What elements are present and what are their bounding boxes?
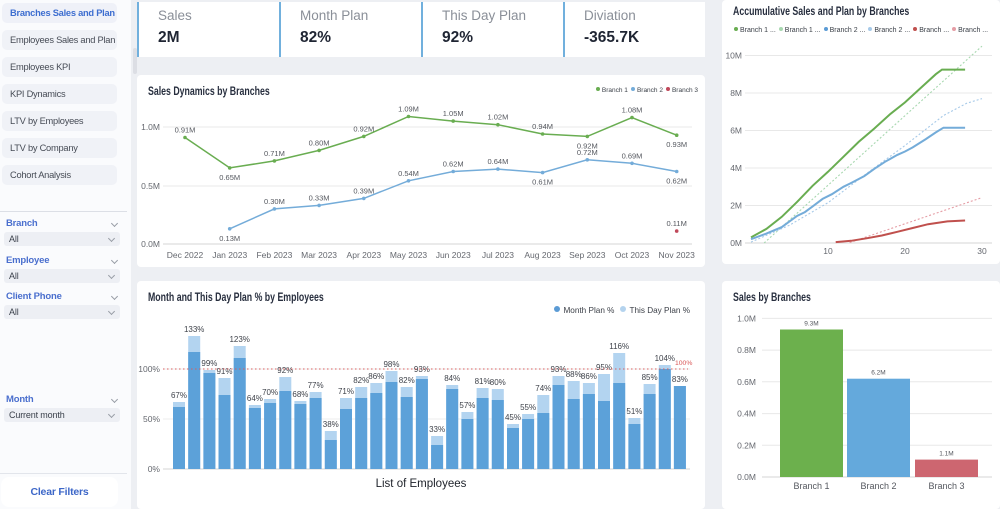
svg-text:10M: 10M [725, 51, 742, 61]
svg-text:Mar 2023: Mar 2023 [301, 250, 337, 260]
svg-text:Branch 3: Branch 3 [928, 481, 964, 491]
svg-text:104%: 104% [655, 354, 675, 363]
svg-text:0.8M: 0.8M [737, 345, 756, 355]
svg-text:82%: 82% [399, 376, 415, 385]
svg-text:0.39M: 0.39M [353, 186, 374, 195]
svg-text:95%: 95% [596, 363, 612, 372]
svg-text:83%: 83% [672, 375, 688, 384]
svg-text:1.08M: 1.08M [622, 106, 643, 115]
svg-text:133%: 133% [184, 325, 204, 334]
svg-text:May 2023: May 2023 [390, 250, 428, 260]
svg-text:Branch 2: Branch 2 [860, 481, 896, 491]
svg-text:30: 30 [977, 246, 987, 256]
svg-text:4M: 4M [730, 163, 742, 173]
svg-text:77%: 77% [308, 381, 324, 390]
svg-text:1.0M: 1.0M [737, 313, 756, 323]
svg-text:100%: 100% [675, 360, 692, 367]
svg-text:0.71M: 0.71M [264, 149, 285, 158]
svg-text:88%: 88% [566, 370, 582, 379]
svg-text:116%: 116% [609, 342, 629, 351]
svg-text:50%: 50% [143, 414, 160, 424]
svg-text:0.72M: 0.72M [577, 148, 598, 157]
svg-text:1.0M: 1.0M [141, 122, 160, 132]
svg-text:0.65M: 0.65M [219, 173, 240, 182]
svg-text:Apr 2023: Apr 2023 [347, 250, 382, 260]
svg-text:67%: 67% [171, 391, 187, 400]
svg-text:6M: 6M [730, 126, 742, 136]
svg-text:Oct 2023: Oct 2023 [615, 250, 650, 260]
svg-text:0.2M: 0.2M [737, 440, 756, 450]
svg-text:1.05M: 1.05M [443, 109, 464, 118]
svg-text:33%: 33% [429, 425, 445, 434]
svg-text:Jun 2023: Jun 2023 [436, 250, 471, 260]
svg-text:86%: 86% [368, 372, 384, 381]
svg-text:45%: 45% [505, 413, 521, 422]
svg-text:82%: 82% [353, 376, 369, 385]
svg-text:93%: 93% [550, 365, 566, 374]
svg-text:0.6M: 0.6M [737, 377, 756, 387]
svg-text:0.69M: 0.69M [622, 151, 643, 160]
svg-text:0.11M: 0.11M [667, 219, 687, 228]
svg-text:91%: 91% [216, 367, 232, 376]
svg-text:0.0M: 0.0M [737, 472, 756, 482]
svg-text:92%: 92% [277, 366, 293, 375]
svg-text:Dec 2022: Dec 2022 [167, 250, 204, 260]
svg-text:Aug 2023: Aug 2023 [524, 250, 561, 260]
svg-text:Sep 2023: Sep 2023 [569, 250, 606, 260]
svg-text:0.62M: 0.62M [443, 160, 464, 169]
svg-text:9.3M: 9.3M [804, 321, 818, 328]
svg-text:64%: 64% [247, 394, 263, 403]
svg-text:0.0M: 0.0M [141, 239, 160, 249]
svg-text:0.61M: 0.61M [532, 178, 553, 187]
svg-text:98%: 98% [383, 360, 399, 369]
svg-text:68%: 68% [292, 390, 308, 399]
svg-text:Feb 2023: Feb 2023 [256, 250, 292, 260]
svg-text:0.4M: 0.4M [737, 409, 756, 419]
svg-text:84%: 84% [444, 374, 460, 383]
svg-text:0.62M: 0.62M [666, 177, 687, 186]
svg-text:10: 10 [823, 246, 833, 256]
svg-text:0.92M: 0.92M [353, 124, 374, 133]
svg-text:0%: 0% [148, 464, 161, 474]
svg-text:1.09M: 1.09M [398, 105, 419, 114]
svg-text:99%: 99% [201, 359, 217, 368]
svg-text:0.92M: 0.92M [577, 141, 598, 150]
svg-text:Nov 2023: Nov 2023 [659, 250, 696, 260]
svg-text:38%: 38% [323, 420, 339, 429]
svg-text:51%: 51% [626, 407, 642, 416]
svg-text:20: 20 [900, 246, 910, 256]
svg-text:93%: 93% [414, 365, 430, 374]
svg-text:1.02M: 1.02M [487, 113, 508, 122]
svg-text:123%: 123% [229, 335, 249, 344]
svg-text:85%: 85% [642, 373, 658, 382]
svg-text:100%: 100% [138, 364, 160, 374]
svg-text:0.30M: 0.30M [264, 197, 285, 206]
svg-text:70%: 70% [262, 388, 278, 397]
svg-text:6.2M: 6.2M [871, 370, 885, 377]
svg-text:0.54M: 0.54M [398, 169, 419, 178]
svg-text:57%: 57% [459, 401, 475, 410]
svg-text:0M: 0M [730, 238, 742, 248]
svg-text:Jan 2023: Jan 2023 [212, 250, 247, 260]
svg-text:55%: 55% [520, 403, 536, 412]
svg-text:81%: 81% [475, 377, 491, 386]
svg-text:80%: 80% [490, 378, 506, 387]
svg-text:0.64M: 0.64M [487, 157, 508, 166]
svg-text:0.94M: 0.94M [532, 122, 553, 131]
svg-text:0.80M: 0.80M [309, 138, 330, 147]
svg-text:8M: 8M [730, 88, 742, 98]
svg-text:0.5M: 0.5M [141, 181, 160, 191]
svg-text:Branch 1: Branch 1 [793, 481, 829, 491]
svg-text:74%: 74% [535, 384, 551, 393]
svg-text:0.91M: 0.91M [175, 126, 196, 135]
svg-text:Jul 2023: Jul 2023 [482, 250, 514, 260]
svg-text:0.13M: 0.13M [219, 234, 240, 243]
svg-text:1.1M: 1.1M [939, 451, 953, 458]
svg-text:0.93M: 0.93M [666, 140, 687, 149]
svg-text:86%: 86% [581, 372, 597, 381]
svg-text:0.33M: 0.33M [309, 193, 330, 202]
svg-text:2M: 2M [730, 201, 742, 211]
svg-text:71%: 71% [338, 387, 354, 396]
